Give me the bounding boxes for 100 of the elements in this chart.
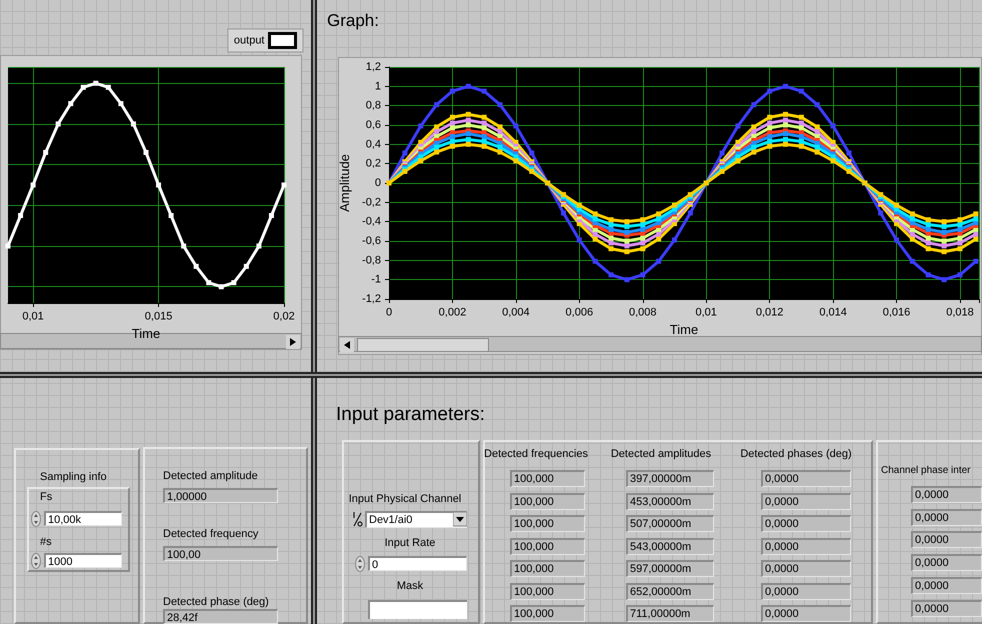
text: 453,00000m <box>626 492 714 510</box>
text: 0,0000 <box>911 576 982 594</box>
point <box>450 114 455 120</box>
text: 0,0000 <box>761 560 851 577</box>
x-tick-label: 0,018 <box>946 306 974 318</box>
point <box>466 112 471 117</box>
text: 1,00000 <box>163 488 278 503</box>
text: 0,0000 <box>911 486 982 503</box>
point <box>783 142 788 147</box>
point <box>767 144 772 149</box>
point <box>767 114 772 120</box>
point <box>482 120 487 126</box>
text: 100,000 <box>510 560 585 577</box>
point <box>194 264 199 269</box>
y-tick-label: -1 <box>371 274 381 286</box>
point <box>93 80 98 86</box>
point <box>735 158 740 164</box>
point <box>608 222 614 228</box>
text: 0,0000 <box>911 508 982 526</box>
text: 0,0000 <box>761 492 851 510</box>
point <box>482 88 487 94</box>
x-tick-label: 0 <box>386 306 392 318</box>
text: 397,00000m <box>626 470 714 487</box>
text: Channel phase inter <box>881 464 971 478</box>
point <box>798 120 804 126</box>
text: 543,00000m <box>626 538 714 554</box>
point <box>6 244 10 249</box>
y-tick-label: 1,2 <box>366 61 381 73</box>
point <box>910 211 915 216</box>
point <box>256 244 262 249</box>
point <box>498 150 503 155</box>
point <box>910 258 915 264</box>
point <box>798 134 804 140</box>
point <box>608 236 614 241</box>
point <box>592 211 598 216</box>
point <box>640 222 646 228</box>
point <box>156 182 162 188</box>
point <box>830 158 836 164</box>
point <box>973 211 978 216</box>
y-tick-label: 0,8 <box>366 100 381 112</box>
point <box>576 238 582 243</box>
point <box>656 211 662 216</box>
text: Detected amplitudes <box>610 447 712 461</box>
point <box>878 210 884 216</box>
point <box>720 150 725 156</box>
point <box>672 238 677 243</box>
point <box>910 232 915 237</box>
point <box>656 232 662 237</box>
point <box>973 258 978 264</box>
point <box>498 102 503 108</box>
point <box>640 236 646 241</box>
point <box>608 272 614 278</box>
x-tick-label: 0,01 <box>22 310 44 322</box>
point <box>18 213 24 218</box>
x-tick-label: 0,006 <box>566 306 594 318</box>
point <box>482 144 487 149</box>
point <box>767 134 772 140</box>
point <box>751 124 756 130</box>
text: Detected amplitude <box>163 469 258 483</box>
point <box>498 124 503 130</box>
point <box>640 217 646 222</box>
point <box>624 243 630 248</box>
text: 0,0000 <box>761 515 851 532</box>
point <box>592 236 598 242</box>
point <box>783 137 788 142</box>
point <box>608 217 614 222</box>
point <box>466 137 471 142</box>
point <box>498 129 503 134</box>
point <box>926 222 931 228</box>
point <box>30 182 36 188</box>
text: 28,42f <box>163 609 278 624</box>
point <box>608 240 614 246</box>
point <box>767 138 772 144</box>
text: Mask <box>396 579 424 593</box>
point <box>244 264 249 269</box>
point <box>130 121 136 126</box>
text: Detected phases (deg) <box>740 447 852 461</box>
point <box>268 213 274 218</box>
point <box>450 120 455 126</box>
text: 100,000 <box>510 582 585 600</box>
point <box>814 150 820 155</box>
point <box>80 84 86 90</box>
point <box>402 150 408 156</box>
point <box>894 238 900 243</box>
text: Detected frequency <box>163 527 258 541</box>
text: Detected phase (deg) <box>163 595 269 609</box>
point <box>957 226 962 232</box>
x-tick-label: 0,004 <box>502 306 530 318</box>
point <box>418 123 424 128</box>
point <box>926 240 931 246</box>
text: 597,00000m <box>626 560 714 577</box>
x-tick-label: 0,015 <box>144 310 172 322</box>
x-axis-title: Time <box>132 326 160 341</box>
point <box>592 216 598 222</box>
point <box>767 88 772 94</box>
text: 0,0000 <box>911 600 982 616</box>
text: 0,0000 <box>761 582 851 600</box>
y-tick-label: 0,6 <box>366 119 381 131</box>
point <box>973 232 978 237</box>
point <box>576 202 582 208</box>
